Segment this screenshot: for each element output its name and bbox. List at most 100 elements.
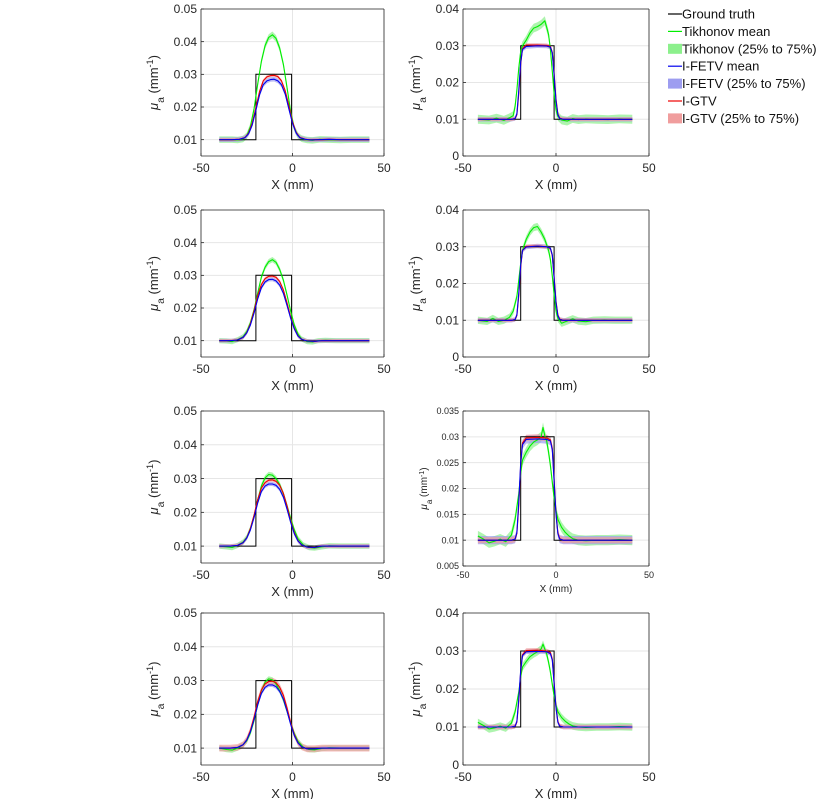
y-tick-label: 0.02 <box>436 76 460 90</box>
series-ifetv <box>477 45 633 120</box>
x-axis-label: X (mm) <box>540 584 573 595</box>
plot-content <box>477 222 633 327</box>
chart-row2-left: -50 0 50 0.01 0.02 0.03 0.04 0.05 X (mm) μa (mm-1… <box>145 203 391 393</box>
y-tick-label: 0.04 <box>174 438 198 452</box>
legend-swatch-patch <box>668 43 682 54</box>
chart-row3-left: -50 0 50 0.01 0.02 0.03 0.04 0.05 X (mm) μa (mm-1… <box>145 404 391 599</box>
legend-label: I-FETV (25% to 75%) <box>682 76 806 91</box>
series-ifetv <box>219 483 370 549</box>
x-axis-label: X (mm) <box>271 378 314 393</box>
x-tick-label: 0 <box>553 362 560 376</box>
legend-label: Ground truth <box>682 7 755 22</box>
plot-content <box>219 471 370 551</box>
y-tick-label: 0.02 <box>174 506 198 520</box>
y-tick-label: 0.03 <box>441 432 459 442</box>
y-label-unit: (mm <box>146 472 161 502</box>
y-axis-label: μa (mm-1) <box>419 467 434 510</box>
y-axis-label: μa (mm-1) <box>407 55 429 111</box>
y-label-sup: -1 <box>145 666 155 674</box>
y-tick-label: 0.03 <box>174 674 198 688</box>
y-label-sub: a <box>156 298 167 304</box>
x-tick-label: 0 <box>289 362 296 376</box>
legend-entry-ifetv_band: I-FETV (25% to 75%) <box>668 76 806 91</box>
y-tick-label: 0.05 <box>174 606 198 620</box>
x-axis-label: X (mm) <box>271 786 314 799</box>
y-tick-label: 0.035 <box>436 406 459 416</box>
y-axis-label: μa (mm-1) <box>145 256 167 312</box>
plot-content <box>219 676 370 753</box>
y-label-unit: (mm <box>146 674 161 704</box>
y-tick-label: 0.01 <box>174 334 198 348</box>
x-tick-label: 0 <box>289 770 296 784</box>
y-label-main: μ <box>419 504 430 511</box>
x-axis-label: X (mm) <box>535 378 578 393</box>
band-tikhonov <box>477 222 633 327</box>
legend-label: Tikhonov (25% to 75%) <box>682 41 817 56</box>
y-label-close: ) <box>146 55 161 59</box>
legend-entry-igtv: I-GTV <box>668 94 717 109</box>
y-tick-label: 0.02 <box>436 682 460 696</box>
legend-entry-tikhonov: Tikhonov mean <box>668 24 770 39</box>
y-label-close: ) <box>146 460 161 464</box>
y-tick-label: 0.03 <box>436 240 460 254</box>
y-tick-label: 0.01 <box>436 313 460 327</box>
series-tikhonov <box>477 225 633 324</box>
chart-row3-right: -50 0 50 0.005 0.01 0.015 0.02 0.025 0.03 0.035 X … <box>419 406 655 595</box>
y-tick-label: 0.02 <box>436 277 460 291</box>
series-ifetv <box>477 245 633 321</box>
x-tick-label: 0 <box>553 570 558 580</box>
y-label-close: ) <box>408 662 423 666</box>
y-tick-label: 0.03 <box>436 644 460 658</box>
band-igtv <box>219 677 370 753</box>
y-label-sub: a <box>156 501 167 507</box>
series-tikhonov <box>477 426 633 544</box>
x-axis-label: X (mm) <box>271 584 314 599</box>
y-tick-label: 0.04 <box>436 2 460 16</box>
y-tick-label: 0.01 <box>174 741 198 755</box>
chart-row1-left: -50 0 50 0.01 0.02 0.03 0.04 0.05 X (mm) μa (mm-1… <box>145 2 391 192</box>
x-tick-label: -50 <box>454 362 472 376</box>
y-label-sup: -1 <box>145 59 155 67</box>
legend-swatch-patch <box>668 78 682 89</box>
x-tick-label: -50 <box>192 568 210 582</box>
y-tick-label: 0.025 <box>436 458 459 468</box>
y-label-sub: a <box>418 703 429 709</box>
legend-entry-ifetv: I-FETV mean <box>668 59 759 74</box>
x-tick-label: 50 <box>642 770 656 784</box>
y-label-unit: (mm <box>408 67 423 97</box>
x-tick-label: 50 <box>377 161 391 175</box>
y-label-close: ) <box>408 55 423 59</box>
y-label-unit: (mm <box>419 477 430 500</box>
x-tick-label: -50 <box>192 362 210 376</box>
y-tick-label: 0.01 <box>436 720 460 734</box>
x-axis-label: X (mm) <box>271 177 314 192</box>
y-axis-label: μa (mm-1) <box>145 55 167 111</box>
x-tick-label: 50 <box>642 161 656 175</box>
y-tick-label: 0.03 <box>436 39 460 53</box>
x-tick-label: -50 <box>456 570 469 580</box>
series-ifetv <box>477 650 633 728</box>
y-label-close: ) <box>419 467 430 470</box>
legend-label: I-GTV (25% to 75%) <box>682 111 799 126</box>
y-label-main: μ <box>146 709 161 717</box>
y-tick-label: 0.04 <box>174 35 198 49</box>
y-label-sup: -1 <box>407 666 417 674</box>
y-tick-label: 0.05 <box>174 203 198 217</box>
series-ifetv <box>477 438 633 541</box>
y-label-close: ) <box>146 662 161 666</box>
plot-content <box>477 422 633 548</box>
y-label-sup: -1 <box>145 464 155 472</box>
plot-content <box>477 16 633 126</box>
chart-panels: -50 0 500.010.020.030.040.05X (mm)μa (mm-1… <box>145 2 656 799</box>
x-tick-label: 50 <box>377 568 391 582</box>
plot-content <box>477 640 633 733</box>
y-tick-label: 0.03 <box>174 472 198 486</box>
y-label-main: μ <box>146 304 161 312</box>
x-tick-label: 50 <box>377 770 391 784</box>
y-label-sup: -1 <box>145 260 155 268</box>
legend-label: I-GTV <box>682 94 717 109</box>
x-tick-label: 50 <box>377 362 391 376</box>
y-tick-label: 0.02 <box>174 100 198 114</box>
x-tick-label: 0 <box>289 161 296 175</box>
